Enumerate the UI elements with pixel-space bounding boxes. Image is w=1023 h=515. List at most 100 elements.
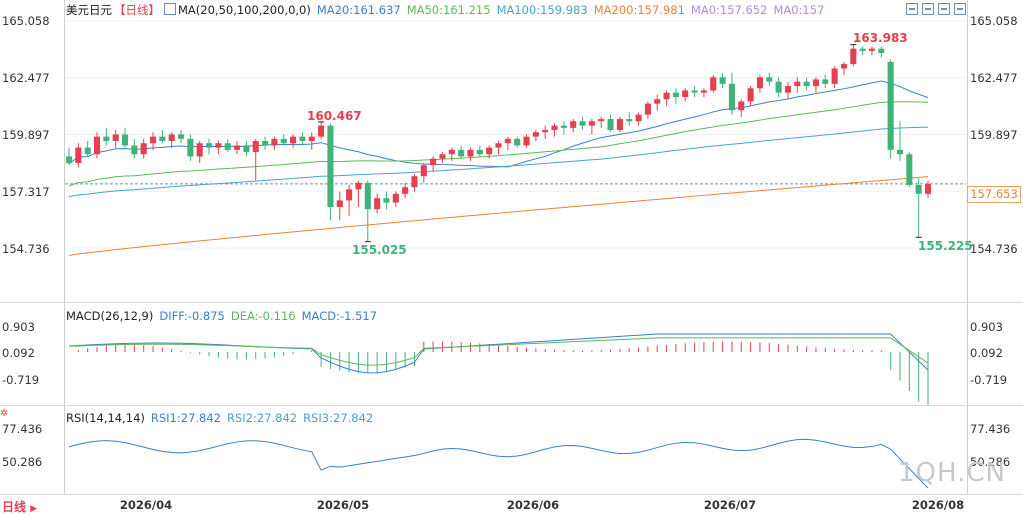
candle-body [374,198,381,210]
candle-body [756,77,763,89]
candle-body [822,79,829,84]
candle-body [234,145,241,150]
shrink-icon[interactable] [922,3,934,15]
candle-body [747,88,754,102]
rsi3-value: RSI3:27.842 [303,411,374,425]
x-tick: 2026/07 [703,498,757,512]
candle-body [308,136,315,142]
candle-body [299,136,306,142]
rsi-tick-left: 77.436 [2,422,43,436]
macd-label: MACD(26,12,9) [66,309,154,323]
candle-body [803,81,810,87]
symbol-label: 美元日元 [66,3,112,17]
macd-tick-left: -0.719 [2,373,40,387]
candle-body [915,185,922,194]
crosshair-icon[interactable]: ✲ [0,408,9,419]
candle-body [458,149,465,157]
macd-dea-line [68,337,929,366]
candle-body [663,92,670,100]
high-annotation-2: 163.983 [853,31,908,45]
candle-body [495,143,502,148]
chart-frame [64,0,968,494]
candle-body [775,81,782,93]
price-tick-left: 165.058 [2,14,50,28]
candle-body [570,121,577,128]
candle-body [364,182,371,210]
candle-body [635,114,642,122]
candle-body [224,143,231,150]
chart-header: 美元日元 【日线】 MA(20,50,100,200,0,0) MA20:161.63… [66,3,830,17]
macd-macd-value: MACD:-1.517 [301,309,378,323]
candle-body [149,136,157,144]
low-annotation-1: 155.025 [352,243,407,257]
candle-body [878,48,885,54]
candle-body [672,92,679,98]
candle-body [346,189,353,201]
candle-body [924,183,932,194]
rsi-tick-right: 77.436 [970,422,1011,436]
ma50-value: MA50:161.215 [406,3,491,17]
candle-body [766,77,773,82]
watermark: 1QH.CN [898,458,1006,488]
candle-body [448,149,455,155]
ma0b-value: MA0:157 [773,3,825,17]
period-tab[interactable]: 日线 ▶ [2,498,37,515]
candle-body [504,138,511,144]
candle-body [738,101,745,111]
candle-body [598,119,605,122]
period-tab-label: 日线 [2,500,27,514]
candle-body [514,138,521,146]
ma50-line [68,101,929,187]
ma200-line [68,176,929,256]
period-label[interactable]: 【日线】 [114,3,160,17]
high-annotation-1: 160.467 [307,109,362,123]
macd-tick-left: 0.092 [2,346,35,360]
candle-body [626,119,633,122]
ma100-value: MA100:159.983 [496,3,588,17]
candle-body [719,77,726,84]
panel-divider [0,302,1023,303]
x-tick: 2026/08 [911,498,965,512]
candle-body [355,182,362,190]
candle-body [710,77,717,91]
candle-body [896,149,904,155]
candle-body [336,200,343,208]
x-tick: 2026/04 [119,498,173,512]
price-tick-left: 162.477 [2,71,50,85]
price-tick-right: 165.058 [970,14,1018,28]
rsi-line [68,438,929,489]
price-tick-left: 154.736 [2,242,50,256]
candle-body [187,138,194,157]
candle-body [840,64,848,69]
ma20-value: MA20:161.637 [316,3,401,17]
candle-body [84,147,91,155]
candle-body [887,61,894,150]
price-tick-right: 162.477 [970,71,1018,85]
candle-body [402,187,409,194]
macd-tick-right: -0.719 [970,373,1008,387]
rsi2-value: RSI2:27.842 [227,411,298,425]
candle-body [121,134,129,146]
zoom-icon[interactable] [906,3,918,15]
candle-body [560,125,567,128]
candle-body [93,136,101,155]
candle-body [607,119,614,131]
rsi1-value: RSI1:27.842 [150,411,221,425]
rsi-tick-right: 50.286 [970,455,1011,469]
candle-body [420,165,427,177]
candle-body [467,149,474,157]
candle-body [327,125,334,208]
price-tick-left: 157.317 [2,185,50,199]
candle-body [868,48,876,51]
candle-body [906,154,913,186]
candle-body [215,143,222,148]
panel-divider [0,405,1023,406]
ma-settings-icon[interactable] [164,3,176,15]
close-icon[interactable] [954,3,966,15]
candle-body [682,90,689,98]
candle-body [318,125,325,137]
restore-icon[interactable] [938,3,950,15]
macd-tick-right: 0.092 [970,346,1003,360]
candle-body [486,147,493,155]
